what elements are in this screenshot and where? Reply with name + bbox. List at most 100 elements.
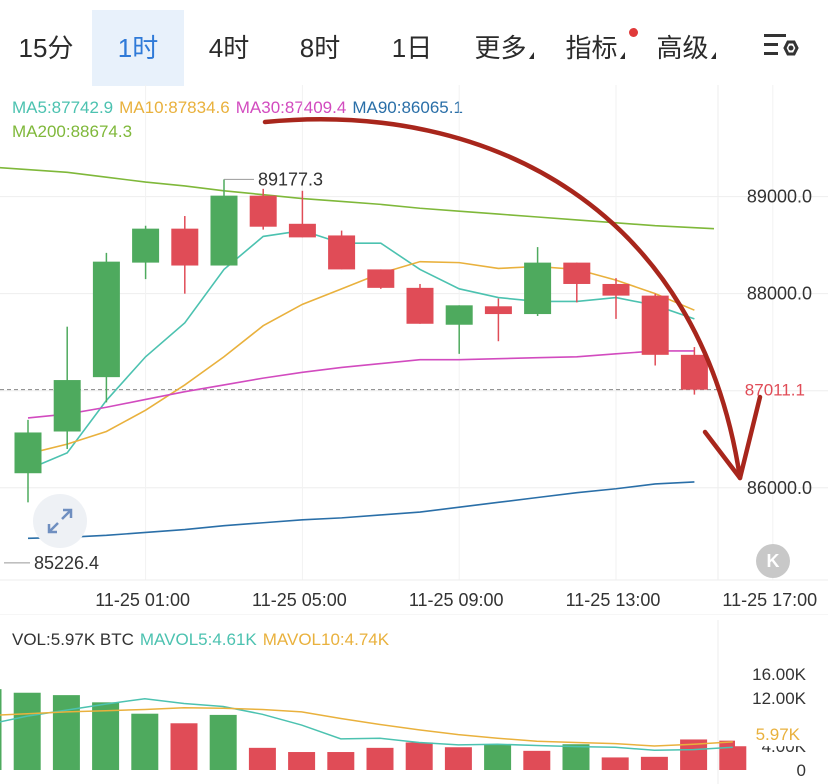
mavol-line-mavol5 [0, 697, 733, 751]
volume-bar [640, 756, 668, 770]
x-tick-label: 11-25 09:00 [409, 590, 504, 610]
ma-line-ma10 [27, 260, 695, 455]
notification-dot-icon [629, 28, 638, 37]
ma5-legend: MA5:87742.9 [12, 98, 114, 117]
timeframe-tab-bar: 15分 1时 4时 8时 1日 更多 指标 高级 [0, 10, 828, 86]
ma-line-ma90 [27, 481, 695, 540]
ma90-legend: MA90:86065.1 [352, 98, 463, 117]
volume-bar [209, 714, 237, 770]
ma200-legend: MA200:88674.3 [12, 122, 133, 141]
x-tick-label: 11-25 13:00 [566, 590, 661, 610]
volume-tick-label: 0 [797, 761, 806, 780]
candle-body [680, 354, 708, 390]
kline-toggle-label: K [766, 551, 780, 571]
tab-0[interactable]: 15分 [0, 10, 92, 86]
price-chart[interactable]: 86000.0 88000.0 89000.0 11-25 01:00 11-25 05… [0, 0, 828, 615]
last-price-label: 87011.1 [745, 381, 805, 400]
annotation-arrow-curve [262, 117, 743, 481]
volume-bar [405, 742, 433, 770]
volume-bar [0, 689, 2, 770]
volume-tick-label: 4.00K [762, 737, 807, 756]
tab-6[interactable]: 指标 [550, 10, 640, 86]
tab-label: 15分 [18, 33, 74, 63]
ma-legend-row-1: MA5:87742.9 MA10:87834.6 MA30:87409.4 MA90:… [12, 98, 469, 118]
volume-bar [680, 739, 708, 770]
candle-body [249, 195, 277, 227]
candle-body [132, 228, 160, 263]
volume-bar [444, 747, 472, 770]
ma10-legend: MA10:87834.6 [119, 98, 230, 117]
volume-bar [719, 740, 747, 770]
high-price-label: 89177.3 [258, 169, 323, 189]
candle-body [484, 306, 512, 315]
tab-7[interactable]: 高级 [640, 10, 732, 86]
ma-line-ma5 [27, 229, 695, 471]
volume-bar [52, 695, 80, 770]
y-tick-label: 89000.0 [747, 187, 812, 207]
ma-legend-row-2: MA200:88674.3 [12, 122, 138, 142]
candle-body [406, 287, 434, 324]
ma-line-ma200 [0, 166, 715, 230]
tab-label: 更多 [474, 33, 527, 63]
tab-label: 8时 [299, 33, 341, 63]
volume-bar [484, 744, 512, 770]
x-tick-label: 11-25 17:00 [722, 590, 817, 610]
tab-4[interactable]: 1日 [366, 10, 458, 86]
annotation-arrow-head [702, 394, 763, 481]
volume-legend: VOL:5.97K BTC MAVOL5:4.61K MAVOL10:4.74K [12, 630, 395, 650]
dropdown-caret-icon [710, 52, 716, 59]
x-tick-label: 11-25 01:00 [95, 590, 190, 610]
candle-body [367, 269, 395, 288]
candle-body [563, 262, 591, 284]
tab-1[interactable]: 1时 [92, 10, 184, 86]
volume-tick-label: 12.00K [752, 689, 807, 708]
volume-bar [170, 723, 198, 770]
volume-tick-label: 16.00K [752, 665, 807, 684]
candle-body [524, 262, 552, 315]
tab-label: 4时 [208, 33, 250, 63]
candle-body [53, 380, 81, 432]
mavol5-legend: MAVOL5:4.61K [139, 630, 257, 649]
y-tick-label: 86000.0 [747, 478, 812, 498]
candle-body [641, 295, 669, 355]
volume-bar [366, 747, 394, 770]
candle-body [14, 432, 42, 474]
volume-bar [92, 702, 120, 770]
tab-3[interactable]: 8时 [274, 10, 366, 86]
dropdown-caret-icon [528, 52, 534, 59]
volume-bar [248, 747, 276, 770]
tab-5[interactable]: 更多 [458, 10, 550, 86]
candle-body [210, 195, 238, 266]
volume-bar [13, 692, 41, 770]
current-volume-label-bg [735, 722, 805, 747]
volume-bar [131, 713, 159, 770]
ma30-legend: MA30:87409.4 [235, 98, 347, 117]
y-tick-label: 88000.0 [747, 284, 812, 304]
tab-label: 高级 [656, 33, 709, 63]
mavol-line-mavol10 [0, 706, 733, 747]
kline-toggle-button[interactable]: K [756, 544, 790, 578]
candle-body [328, 235, 356, 270]
volume-bar [601, 757, 629, 770]
mavol10-legend: MAVOL10:4.74K [262, 630, 390, 649]
volume-bar [327, 752, 355, 770]
expand-chart-button[interactable] [33, 494, 87, 548]
current-volume-label: 5.97K [756, 725, 801, 744]
vol-legend: VOL:5.97K BTC [12, 630, 134, 649]
low-price-label: 85226.4 [34, 553, 99, 573]
candle-body [445, 305, 473, 325]
tab-label: 1时 [117, 33, 159, 63]
tab-2[interactable]: 4时 [184, 10, 274, 86]
x-tick-label: 11-25 05:00 [252, 590, 347, 610]
ma-line-ma30 [27, 350, 695, 419]
expand-icon [47, 508, 73, 534]
volume-bar [288, 752, 316, 770]
chart-settings-icon[interactable] [760, 26, 800, 66]
dropdown-caret-icon [619, 52, 625, 59]
volume-bar [523, 750, 551, 770]
tab-label: 1日 [391, 33, 433, 63]
candle-body [92, 261, 120, 378]
volume-bar [562, 744, 590, 770]
candle-body [288, 223, 316, 238]
candle-body [602, 283, 630, 296]
